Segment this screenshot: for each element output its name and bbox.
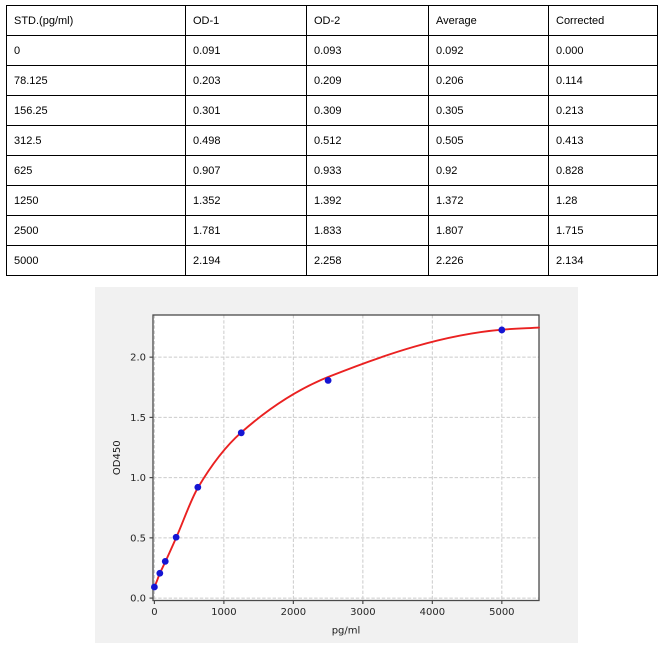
cell-std: 312.5 — [6, 125, 186, 156]
cell-od1: 0.498 — [185, 125, 307, 156]
y-tick-label: 2.0 — [130, 353, 146, 364]
cell-average: 0.305 — [428, 95, 549, 126]
cell-std: 78.125 — [6, 65, 186, 96]
cell-od2: 0.209 — [306, 65, 429, 96]
cell-average: 0.505 — [428, 125, 549, 156]
plot-border — [152, 314, 540, 602]
cell-od1: 0.301 — [185, 95, 307, 126]
cell-corrected: 1.715 — [548, 215, 658, 246]
x-tick-label: 5000 — [489, 607, 514, 618]
table-header-row: STD.(pg/ml) OD-1 OD-2 Average Corrected — [6, 5, 658, 36]
cell-std: 1250 — [6, 185, 186, 216]
cell-corrected: 0.828 — [548, 155, 658, 186]
cell-od1: 0.907 — [185, 155, 307, 186]
cell-corrected: 1.28 — [548, 185, 658, 216]
x-tick-label: 4000 — [420, 607, 445, 618]
table-row: 156.25 0.301 0.309 0.305 0.213 — [6, 95, 658, 126]
cell-od2: 2.258 — [306, 245, 429, 276]
cell-corrected: 0.213 — [548, 95, 658, 126]
cell-std: 156.25 — [6, 95, 186, 126]
table-row: 312.5 0.498 0.512 0.505 0.413 — [6, 125, 658, 156]
cell-od2: 1.833 — [306, 215, 429, 246]
chart-panel: 0 1000 2000 3000 4000 5000 0.0 0.5 1.0 1.5 2.0 pg/m… — [95, 287, 578, 643]
x-axis-label: pg/ml — [332, 626, 361, 637]
cell-od1: 0.091 — [185, 35, 307, 66]
cell-std: 2500 — [6, 215, 186, 246]
data-point — [150, 583, 158, 591]
data-point — [156, 569, 164, 577]
cell-od2: 1.392 — [306, 185, 429, 216]
table-row: 2500 1.781 1.833 1.807 1.715 — [6, 215, 658, 246]
table-row: 625 0.907 0.933 0.92 0.828 — [6, 155, 658, 186]
cell-average: 1.807 — [428, 215, 549, 246]
data-point — [237, 429, 245, 437]
header-std: STD.(pg/ml) — [6, 5, 186, 36]
cell-od1: 0.203 — [185, 65, 307, 96]
cell-average: 0.092 — [428, 35, 549, 66]
y-tick-label: 1.0 — [130, 473, 146, 484]
cell-od1: 2.194 — [185, 245, 307, 276]
header-corrected: Corrected — [548, 5, 658, 36]
plot-area — [153, 315, 539, 601]
cell-od1: 1.781 — [185, 215, 307, 246]
table-row: 1250 1.352 1.392 1.372 1.28 — [6, 185, 658, 216]
data-point — [324, 377, 332, 384]
standards-table: STD.(pg/ml) OD-1 OD-2 Average Corrected … — [6, 5, 658, 276]
cell-std: 0 — [6, 35, 186, 66]
cell-average: 2.226 — [428, 245, 549, 276]
data-point — [498, 326, 506, 334]
cell-std: 625 — [6, 155, 186, 186]
x-tick-label: 0 — [151, 607, 157, 618]
data-point — [194, 483, 202, 491]
table-row: 5000 2.194 2.258 2.226 2.134 — [6, 245, 658, 276]
table-row: 78.125 0.203 0.209 0.206 0.114 — [6, 65, 658, 96]
cell-od2: 0.093 — [306, 35, 429, 66]
cell-std: 5000 — [6, 245, 186, 276]
header-od2: OD-2 — [306, 5, 429, 36]
y-axis-label: OD450 — [112, 440, 123, 475]
header-average: Average — [428, 5, 549, 36]
cell-average: 0.206 — [428, 65, 549, 96]
standard-curve-chart: 0 1000 2000 3000 4000 5000 0.0 0.5 1.0 1.5 2.0 pg/m… — [112, 314, 540, 637]
cell-corrected: 0.114 — [548, 65, 658, 96]
header-od1: OD-1 — [185, 5, 307, 36]
cell-corrected: 0.413 — [548, 125, 658, 156]
data-point — [172, 533, 180, 541]
cell-average: 0.92 — [428, 155, 549, 186]
cell-od2: 0.512 — [306, 125, 429, 156]
data-point — [161, 557, 169, 565]
x-tick-label: 3000 — [350, 607, 375, 618]
cell-od2: 0.309 — [306, 95, 429, 126]
cell-corrected: 0.000 — [548, 35, 658, 66]
table-row: 0 0.091 0.093 0.092 0.000 — [6, 35, 658, 66]
y-tick-label: 0.0 — [130, 594, 146, 605]
y-tick-label: 1.5 — [130, 413, 146, 424]
y-tick-label: 0.5 — [130, 533, 146, 544]
x-tick-label: 1000 — [211, 607, 236, 618]
cell-od2: 0.933 — [306, 155, 429, 186]
cell-od1: 1.352 — [185, 185, 307, 216]
x-tick-label: 2000 — [281, 607, 306, 618]
cell-corrected: 2.134 — [548, 245, 658, 276]
cell-average: 1.372 — [428, 185, 549, 216]
